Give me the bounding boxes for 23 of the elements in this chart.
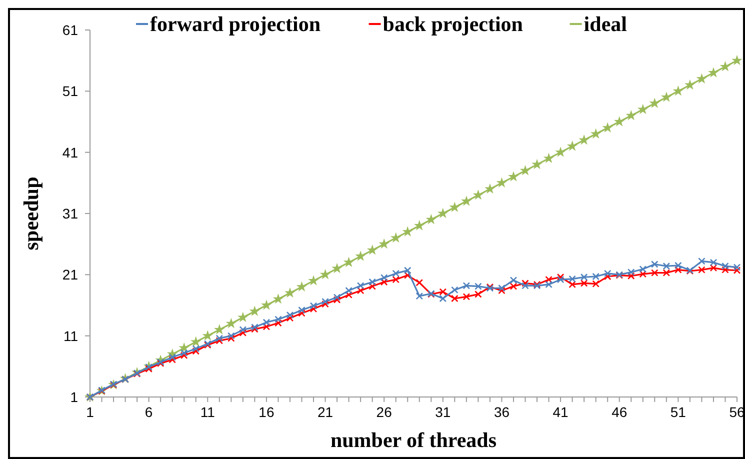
x-tick-label: 51 <box>670 404 686 420</box>
x-tick-label: 41 <box>552 404 569 420</box>
y-tick-label: 31 <box>62 206 78 222</box>
x-tick-label: 31 <box>435 404 451 420</box>
legend-label: ideal <box>584 12 628 36</box>
x-tick-label: 16 <box>258 404 274 420</box>
x-tick-label: 11 <box>200 404 216 420</box>
x-tick-label: 46 <box>612 404 628 420</box>
legend-label: back projection <box>382 12 524 36</box>
y-tick-label: 21 <box>62 266 78 283</box>
x-tick-label: 26 <box>376 404 392 420</box>
x-tick-label: 1 <box>86 404 94 420</box>
x-tick-label: 36 <box>494 404 510 420</box>
y-tick-label: 41 <box>62 144 78 160</box>
y-tick-label: 11 <box>63 328 78 344</box>
x-tick-label: 6 <box>144 404 153 420</box>
y-tick-label: 1 <box>70 389 78 405</box>
y-tick-label: 51 <box>62 83 78 100</box>
y-tick-label: 61 <box>62 22 78 38</box>
x-tick-label: 21 <box>317 404 334 420</box>
x-axis-title: number of threads <box>330 428 497 452</box>
y-axis-title: speedup <box>19 176 43 250</box>
legend-label: forward projection <box>150 12 321 36</box>
